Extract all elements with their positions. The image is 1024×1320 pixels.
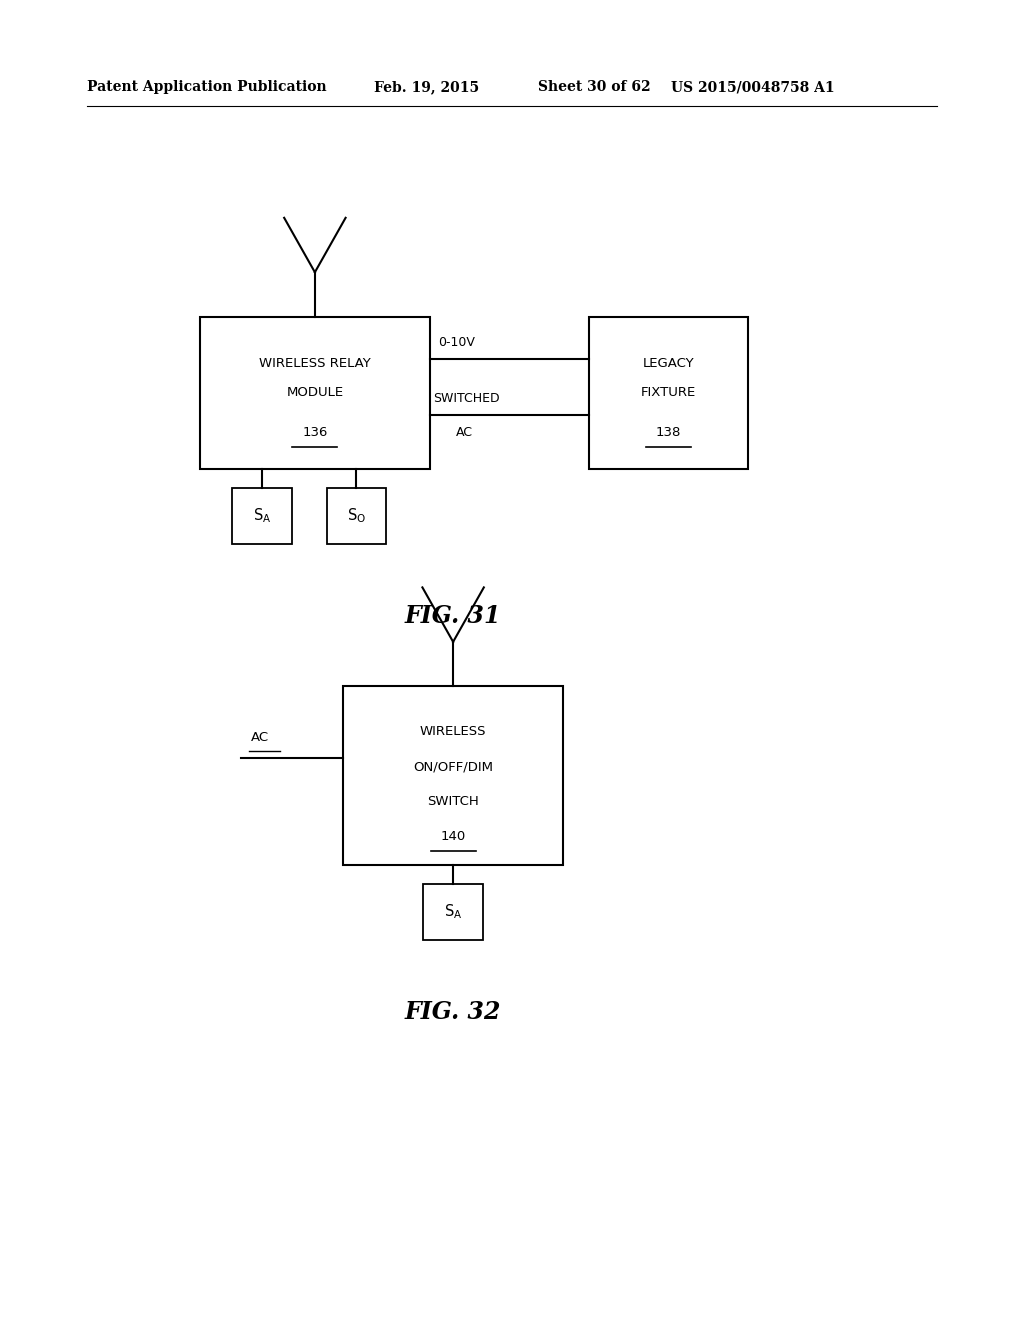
Bar xyxy=(200,317,430,469)
Text: S$_\mathregular{A}$: S$_\mathregular{A}$ xyxy=(444,903,462,921)
Text: SWITCHED: SWITCHED xyxy=(433,392,500,405)
Text: 0-10V: 0-10V xyxy=(438,335,475,348)
Bar xyxy=(424,884,483,940)
Text: US 2015/0048758 A1: US 2015/0048758 A1 xyxy=(671,81,835,94)
Text: ON/OFF/DIM: ON/OFF/DIM xyxy=(413,760,494,774)
Text: 136: 136 xyxy=(302,426,328,438)
Text: 138: 138 xyxy=(655,426,681,438)
Text: Patent Application Publication: Patent Application Publication xyxy=(87,81,327,94)
Text: S$_\mathregular{A}$: S$_\mathregular{A}$ xyxy=(253,507,271,525)
Text: FIG. 31: FIG. 31 xyxy=(404,605,502,628)
Bar xyxy=(343,686,563,865)
Text: FIXTURE: FIXTURE xyxy=(641,387,695,399)
Text: AC: AC xyxy=(456,426,473,440)
Text: WIRELESS RELAY: WIRELESS RELAY xyxy=(259,358,371,370)
Text: FIG. 32: FIG. 32 xyxy=(404,1001,502,1024)
Text: 140: 140 xyxy=(440,830,466,843)
Text: Feb. 19, 2015: Feb. 19, 2015 xyxy=(374,81,479,94)
Text: Sheet 30 of 62: Sheet 30 of 62 xyxy=(538,81,650,94)
Text: WIRELESS: WIRELESS xyxy=(420,726,486,738)
Bar xyxy=(589,317,748,469)
Text: SWITCH: SWITCH xyxy=(427,795,479,808)
Text: MODULE: MODULE xyxy=(287,387,343,399)
Bar xyxy=(327,488,386,544)
Bar xyxy=(232,488,292,544)
Text: LEGACY: LEGACY xyxy=(642,358,694,370)
Text: AC: AC xyxy=(251,731,269,744)
Text: S$_\mathregular{O}$: S$_\mathregular{O}$ xyxy=(347,507,366,525)
